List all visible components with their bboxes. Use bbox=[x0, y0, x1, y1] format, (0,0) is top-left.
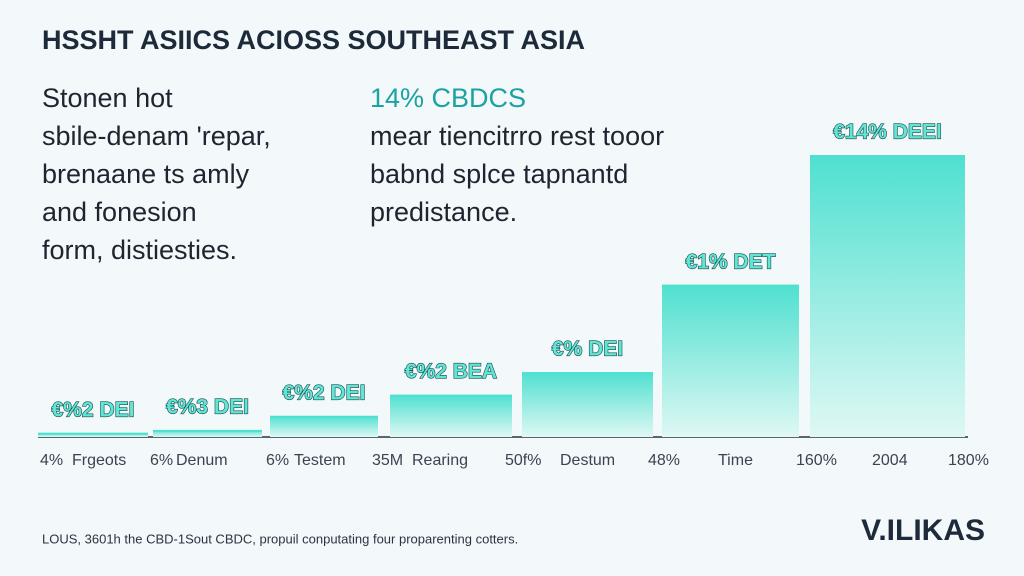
subparagraph-line: mear tiencitrro rest tooor bbox=[370, 121, 664, 151]
bar bbox=[38, 432, 148, 437]
bar bbox=[270, 415, 378, 437]
subheading: 14% CBDCS bbox=[370, 83, 526, 113]
paragraph-line: and fonesion bbox=[42, 197, 197, 227]
bar-annotation: €%2 DEI bbox=[283, 381, 366, 404]
bar-top bbox=[38, 432, 148, 435]
subparagraph-line: babnd splce tapnantd bbox=[370, 159, 628, 189]
bar-annotation: €14% DEEI bbox=[833, 121, 942, 144]
footnote: LOUS, 3601h the CBD-1Sout CBDC, propuil … bbox=[42, 531, 518, 546]
x-axis-label: Destum bbox=[560, 452, 615, 469]
bar-top bbox=[390, 394, 512, 397]
x-axis-label: 6% bbox=[266, 452, 289, 469]
paragraph-line: brenaane ts amly bbox=[42, 159, 250, 189]
bar bbox=[810, 155, 965, 437]
x-axis-label: 4% bbox=[40, 452, 63, 469]
x-axis-label: 48% bbox=[648, 452, 680, 469]
x-axis-label: 180% bbox=[948, 452, 989, 469]
bar bbox=[522, 372, 653, 437]
paragraph-line: sbile-denam 'repar, bbox=[42, 121, 271, 151]
x-axis-label: Frgeots bbox=[72, 452, 126, 469]
logo: V.ILIKAS bbox=[861, 514, 985, 547]
bar-annotation: €% DEI bbox=[552, 338, 623, 361]
x-axis-label: 2004 bbox=[872, 452, 908, 469]
paragraph-line: form, distiesties. bbox=[42, 235, 237, 265]
x-axis-label: Denum bbox=[176, 452, 228, 469]
paragraph-line: Stonen hot bbox=[42, 83, 173, 113]
x-axis-label: 50f% bbox=[505, 452, 541, 469]
chart-title: HSSHT ASIICS ACIOSS SOUTHEAST ASIA bbox=[42, 25, 585, 55]
x-axis-label: 160% bbox=[796, 452, 837, 469]
x-axis-label: Time bbox=[718, 452, 753, 469]
bar-annotation: €%2 BEA bbox=[405, 360, 497, 383]
x-axis-label: 35M bbox=[372, 452, 403, 469]
bar bbox=[153, 429, 262, 437]
bar-top bbox=[270, 415, 378, 418]
bar-annotation: €%3 DEI bbox=[166, 395, 249, 418]
bar bbox=[390, 394, 512, 437]
bar-top bbox=[662, 284, 799, 287]
bar-top bbox=[153, 429, 262, 432]
x-axis-label: 6% bbox=[150, 452, 173, 469]
bar-annotation: €%2 DEI bbox=[52, 398, 135, 421]
x-axis-label: Rearing bbox=[412, 452, 468, 469]
x-axis-label: Testem bbox=[294, 452, 346, 469]
subparagraph-line: predistance. bbox=[370, 197, 517, 227]
bar-top bbox=[810, 155, 965, 157]
bar bbox=[662, 284, 799, 437]
bar-annotation: €1% DET bbox=[686, 250, 776, 273]
bar-top bbox=[522, 372, 653, 375]
